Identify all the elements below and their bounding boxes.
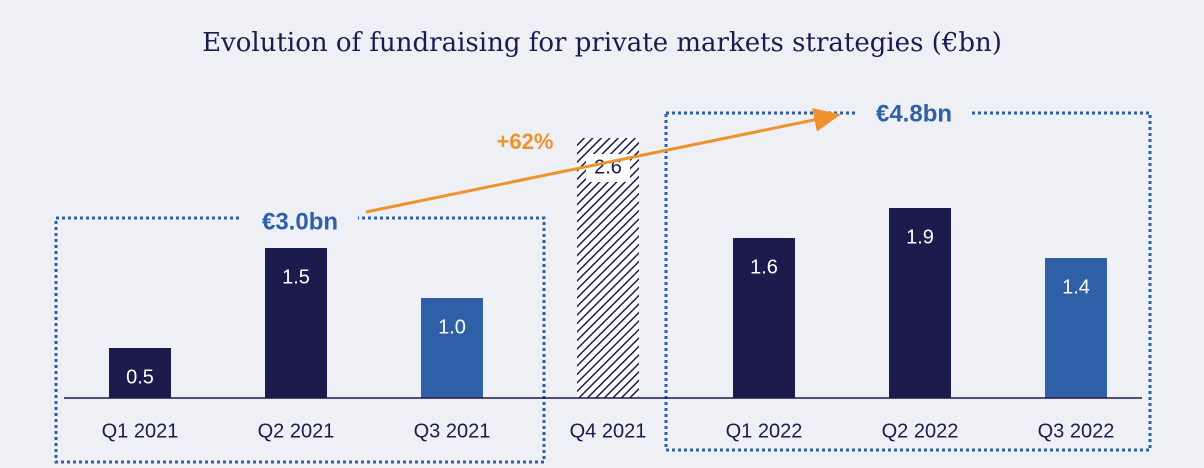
label-bg — [856, 98, 972, 130]
x-tick-label: Q2 2021 — [258, 420, 335, 442]
label-bg — [242, 206, 358, 238]
bar — [889, 208, 951, 398]
bar — [265, 248, 327, 398]
x-tick-label: Q2 2022 — [882, 420, 959, 442]
bar — [109, 348, 171, 398]
x-tick-label: Q1 2022 — [726, 420, 803, 442]
bar — [421, 298, 483, 398]
x-tick-label: Q3 2021 — [414, 420, 491, 442]
value-label: 0.5 — [126, 366, 154, 388]
value-label: 1.9 — [906, 226, 934, 248]
x-tick-label: Q1 2021 — [102, 420, 179, 442]
group-label: €4.8bn — [876, 100, 952, 127]
bar — [1045, 258, 1107, 398]
growth-arrow — [365, 108, 841, 214]
growth-label: +62% — [497, 129, 554, 154]
value-label: 1.5 — [282, 266, 310, 288]
value-label: 1.0 — [438, 316, 466, 338]
chart-title: Evolution of fundraising for private mar… — [202, 28, 1002, 58]
value-label: 1.4 — [1062, 276, 1090, 298]
group-label: €3.0bn — [262, 208, 338, 235]
x-tick-label: Q4 2021 — [570, 420, 647, 442]
bar — [733, 238, 795, 398]
value-label: 1.6 — [750, 256, 778, 278]
x-tick-label: Q3 2022 — [1038, 420, 1115, 442]
